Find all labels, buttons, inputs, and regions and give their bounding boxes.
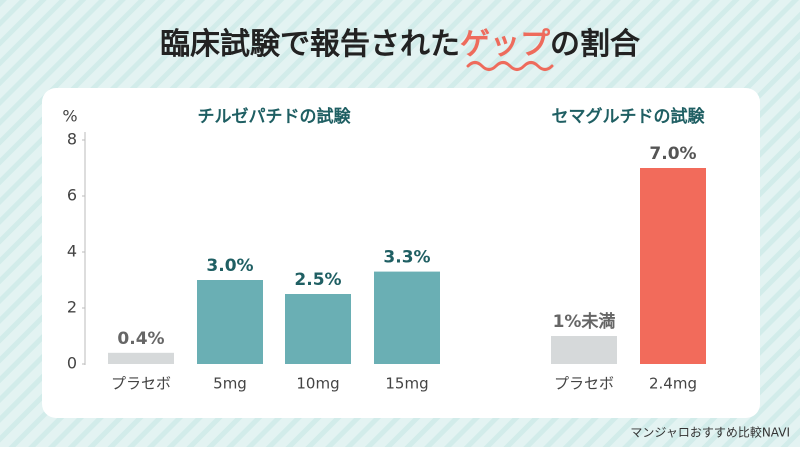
bar <box>374 271 440 364</box>
title-part: ゲップ <box>460 27 551 62</box>
bar <box>285 294 351 364</box>
y-tick-label: 4 <box>67 242 77 261</box>
title-underline <box>466 61 554 71</box>
y-tick-label: 8 <box>67 130 77 149</box>
y-axis-label: % <box>62 107 77 126</box>
bar <box>197 280 263 364</box>
y-tick-label: 2 <box>67 298 77 317</box>
y-tick-label: 0 <box>67 354 77 373</box>
footer: マンジャロおすすめ比較NAVI <box>630 425 790 440</box>
bar <box>640 168 706 364</box>
value-label: 3.3% <box>383 248 430 268</box>
x-tick-label: 5mg <box>213 375 247 393</box>
x-tick-label: プラセボ <box>111 375 171 393</box>
bar <box>108 352 174 364</box>
value-label: 3.0% <box>206 256 253 276</box>
x-tick-label: 10mg <box>296 375 339 393</box>
chart-title: 臨床試験で報告されたゲップの割合 <box>160 27 640 62</box>
y-tick-label: 6 <box>67 186 77 205</box>
value-label: 2.5% <box>294 270 341 290</box>
group-title: チルゼパチドの試験 <box>198 106 352 127</box>
x-tick-label: 2.4mg <box>649 375 697 393</box>
group-title: セマグルチドの試験 <box>552 106 706 127</box>
title-part: 臨床試験で報告された <box>160 27 460 62</box>
title-part: の割合 <box>550 27 640 62</box>
x-tick-label: プラセボ <box>554 375 614 393</box>
value-label: 0.4% <box>117 329 164 349</box>
bar <box>551 336 617 364</box>
value-label: 7.0% <box>649 144 696 164</box>
x-tick-label: 15mg <box>385 375 428 393</box>
value-label: 1%未満 <box>553 311 616 332</box>
